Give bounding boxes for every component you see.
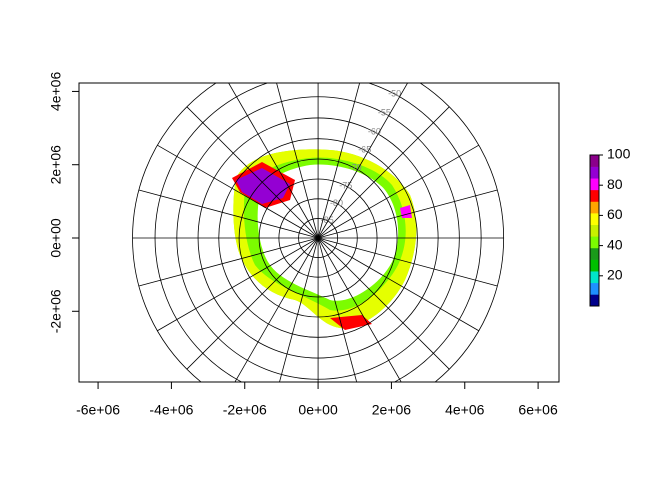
colorbar-swatch xyxy=(590,259,599,272)
meridian xyxy=(157,237,319,332)
colorbar-frame xyxy=(589,154,600,307)
x-tick-label: 2e+06 xyxy=(372,402,412,418)
colorbar-label: 60 xyxy=(607,206,623,222)
y-tick-label: 0e+00 xyxy=(48,218,64,258)
meridian xyxy=(186,237,319,370)
latitude-label: -70 xyxy=(349,163,362,173)
meridian xyxy=(279,237,319,382)
meridian xyxy=(317,83,361,239)
meridian xyxy=(317,237,402,382)
meridian xyxy=(317,237,358,382)
colorbar-label: 80 xyxy=(607,176,623,192)
colorbar-swatch xyxy=(590,178,599,191)
x-tick-label: 0e+00 xyxy=(298,402,338,418)
latitude-label: -80 xyxy=(330,198,343,208)
meridian xyxy=(234,237,319,382)
meridian xyxy=(317,144,479,239)
x-tick-label: -6e+06 xyxy=(76,402,120,418)
latitude-label: -75 xyxy=(339,180,352,190)
colorbar-swatch xyxy=(590,294,599,307)
y-tick-label: -2e+06 xyxy=(48,289,64,333)
colorbar-label: 100 xyxy=(607,146,631,162)
x-tick-label: -2e+06 xyxy=(223,402,267,418)
meridian xyxy=(317,237,479,332)
meridian xyxy=(276,83,319,239)
colorbar-swatch xyxy=(590,271,599,284)
colorbar-swatch xyxy=(590,236,599,249)
latitude-label: -65 xyxy=(358,145,371,155)
x-tick-label: 6e+06 xyxy=(518,402,558,418)
map-area: -45 -50 -55 -60 -65 -70 -75 -80 -85 xyxy=(132,69,504,382)
sea-ice xyxy=(232,149,417,330)
x-tick-label: -4e+06 xyxy=(149,402,193,418)
meridian xyxy=(317,237,450,370)
meridian xyxy=(317,83,409,239)
plot-frame xyxy=(78,82,560,383)
colorbar-swatch xyxy=(590,282,599,295)
x-tick-label: 4e+06 xyxy=(445,402,485,418)
colorbar-swatch xyxy=(590,155,599,167)
colorbar-label: 20 xyxy=(607,267,623,283)
latitude-label: -85 xyxy=(321,215,334,225)
graticule: -45 -50 -55 -60 -65 -70 -75 -80 -85 xyxy=(132,69,504,382)
latitude-label: -55 xyxy=(378,108,391,118)
meridian xyxy=(317,106,450,239)
meridian xyxy=(138,189,319,239)
meridian xyxy=(157,144,319,239)
colorbar-swatch xyxy=(590,224,599,237)
latitude-label: -45 xyxy=(399,69,412,79)
latitude-label: -50 xyxy=(388,88,401,98)
colorbar-swatch xyxy=(590,213,599,225)
latitude-label: -60 xyxy=(368,126,381,136)
colorbar-swatch xyxy=(590,166,599,179)
meridian xyxy=(317,237,498,287)
colorbar-swatch xyxy=(590,247,599,260)
meridian xyxy=(317,189,498,239)
meridian xyxy=(186,106,319,239)
colorbar-swatch xyxy=(590,189,599,202)
meridian xyxy=(228,83,319,239)
y-tick-label: 4e+06 xyxy=(48,72,64,112)
y-tick-label: 2e+06 xyxy=(48,145,64,185)
colorbar-label: 40 xyxy=(607,236,623,252)
meridian xyxy=(138,237,319,287)
colorbar-swatch xyxy=(590,201,599,214)
